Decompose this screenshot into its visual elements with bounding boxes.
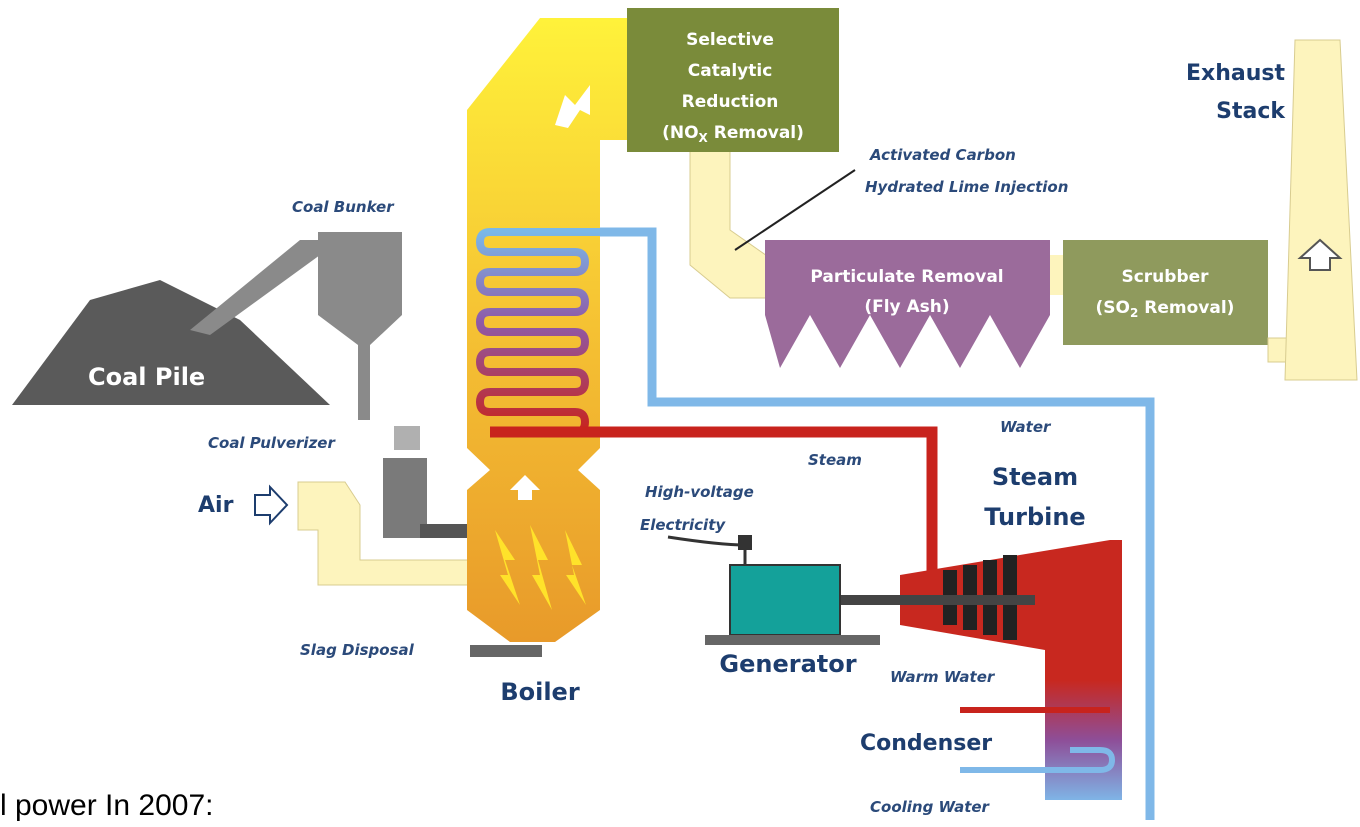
label: Coal Pile: [88, 363, 205, 391]
label: Water: [1000, 418, 1052, 436]
duct: [689, 149, 771, 299]
text: Catalytic: [688, 61, 773, 81]
label: Scrubber: [1121, 267, 1209, 287]
text: Selective: [686, 30, 774, 50]
caption: l power In 2007:: [0, 789, 213, 822]
scrubber-box: [1063, 240, 1268, 345]
pointer: [734, 169, 856, 251]
label: Warm Water: [890, 668, 996, 686]
label: (Fly Ash): [864, 297, 949, 317]
coil: [475, 228, 600, 436]
condenser: [1045, 680, 1122, 800]
particulate-box: [765, 240, 1050, 368]
text: X: [699, 131, 709, 145]
label: Particulate Removal: [810, 267, 1003, 287]
label: Steam: [808, 451, 862, 469]
label: Cooling Water: [870, 798, 991, 816]
generator-base: [705, 635, 880, 645]
scr-box: [627, 8, 839, 152]
arrow: [510, 475, 540, 500]
connector: [1050, 255, 1064, 295]
arrow: [1297, 238, 1343, 271]
text: Reduction: [682, 92, 779, 112]
text: Removal): [708, 123, 804, 143]
cooling-coil: [960, 747, 1116, 773]
pulverizer: [394, 426, 420, 450]
label: Boiler: [500, 678, 580, 706]
wire: [667, 535, 747, 565]
generator: [729, 564, 841, 636]
label: High-voltage: [645, 483, 754, 501]
label: Condenser: [860, 731, 992, 756]
scr-label: Selective Catalytic Reduction (NOX Remov…: [662, 30, 804, 145]
label: Slag Disposal: [300, 641, 415, 659]
label: Stack: [1216, 99, 1286, 124]
label: Hydrated Lime Injection: [865, 178, 1068, 196]
label: Air: [198, 493, 234, 518]
label: (SO2 Removal): [1096, 298, 1235, 320]
flames: [495, 525, 586, 610]
label: Steam: [992, 463, 1078, 491]
exhaust-stack: [1284, 39, 1358, 381]
label: Coal Pulverizer: [208, 434, 336, 452]
label: Exhaust: [1186, 61, 1285, 86]
label: Coal Bunker: [292, 198, 395, 216]
label: Electricity: [640, 516, 726, 534]
arrow: [254, 484, 289, 526]
water-pipe: [600, 227, 1155, 820]
text: Removal): [1138, 298, 1234, 318]
label: Turbine: [984, 503, 1085, 531]
text: 2: [1130, 306, 1138, 320]
text: (NO: [662, 123, 698, 143]
slag-tray: [470, 645, 542, 657]
steam-pipe: [490, 426, 938, 585]
pulverizer: [383, 458, 427, 538]
label: Activated Carbon: [869, 146, 1016, 164]
coal-bunker: [318, 232, 402, 420]
coal-pile: [12, 280, 330, 405]
arrow: [555, 85, 590, 128]
terminal: [738, 535, 752, 550]
feed-pipe: [420, 524, 480, 538]
conveyor: [190, 240, 320, 335]
label: Generator: [719, 650, 856, 678]
text: (SO: [1096, 298, 1130, 318]
